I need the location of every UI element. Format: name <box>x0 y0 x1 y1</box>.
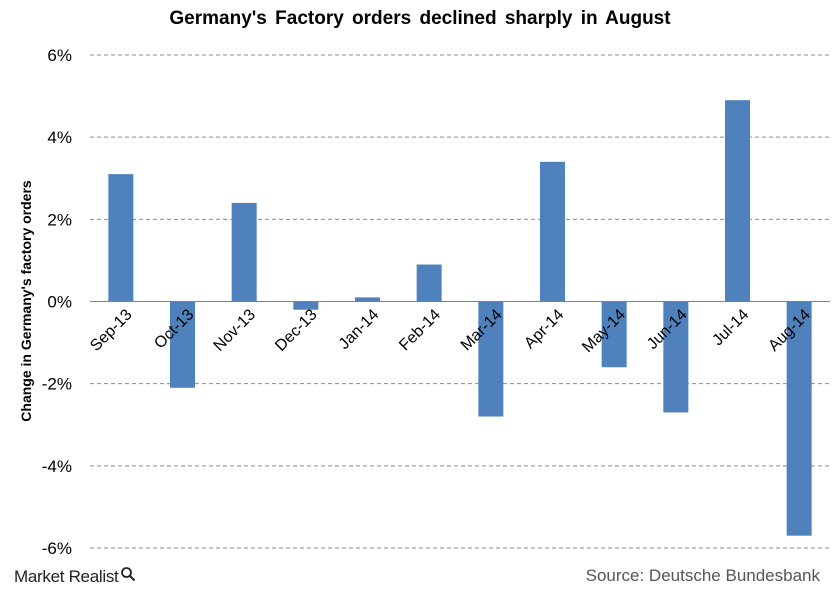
brand-name: Market Realist <box>14 566 119 586</box>
y-axis-ticks: 6% 4% 2% 0% -2% -4% -6% <box>42 46 72 558</box>
chart-title: Germany's Factory orders declined sharpl… <box>169 8 671 29</box>
gridlines <box>90 54 830 549</box>
bar-chart: 6%4%2%0%-2%-4%-6% Sep-13 Oct-13 Nov-13 Dec-… <box>18 46 830 558</box>
x-tick-label: Nov-13 <box>211 306 260 355</box>
bar-may-14 <box>601 301 627 368</box>
bar-aug-14 <box>786 301 812 536</box>
bar-apr-14 <box>540 161 565 302</box>
bar-feb-14 <box>416 264 442 302</box>
x-tick-label: Jan-14 <box>336 306 383 353</box>
y-tick-label: -6% <box>42 539 72 558</box>
y-tick-label: -4% <box>42 457 72 476</box>
bars <box>108 100 812 536</box>
bar-oct-13 <box>170 301 195 388</box>
x-axis-ticks: Sep-13 Oct-13 Nov-13 Dec-13 Jan-14 Feb-14 Mar-… <box>87 306 814 356</box>
x-tick-label: Feb-14 <box>396 306 444 354</box>
x-tick-label: Sep-13 <box>87 306 136 355</box>
y-tick-label: 0% <box>47 293 72 312</box>
bar-dec-13 <box>293 301 319 310</box>
x-tick-label: Jul-14 <box>709 306 752 349</box>
x-tick-label: Apr-14 <box>521 306 567 352</box>
bar-jul-14 <box>725 100 750 302</box>
y-tick-label: 6% <box>47 46 72 65</box>
source-note: Source: Deutsche Bundesbank <box>585 566 820 585</box>
y-tick-label: -2% <box>42 375 72 394</box>
bar-jan-14 <box>355 297 380 302</box>
y-tick-label: 2% <box>47 210 72 229</box>
bar-mar-14 <box>478 301 504 417</box>
brand-logo: Market Realist <box>14 566 136 587</box>
x-tick-label: Dec-13 <box>272 306 321 355</box>
magnifier-icon <box>120 566 136 587</box>
bar-jun-14 <box>663 301 689 413</box>
y-tick-label: 4% <box>47 128 72 147</box>
bar-sep-13 <box>108 174 134 302</box>
y-axis-label: Change in Germany's factory orders <box>18 180 34 422</box>
bar-nov-13 <box>231 202 257 302</box>
